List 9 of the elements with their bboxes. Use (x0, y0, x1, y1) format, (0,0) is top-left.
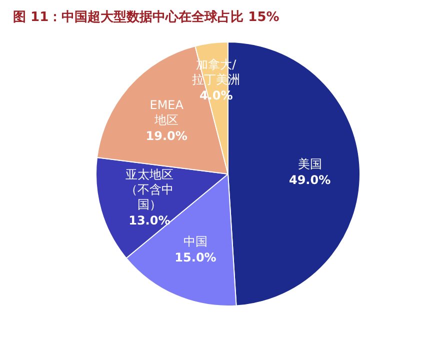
chart-title: 图 11：中国超大型数据中心在全球占比 15% (13, 9, 280, 25)
slice-label: 亚太地区（不含中国） (125, 167, 174, 212)
slice-label: 中国 (183, 234, 208, 249)
data-label: 49.0% (288, 172, 331, 187)
slice-label: EMEA地区 (150, 98, 184, 127)
data-label: 15.0% (174, 250, 216, 265)
slice-label: 美国 (298, 156, 322, 171)
data-label: 19.0% (146, 128, 188, 143)
data-label: 13.0% (128, 213, 170, 228)
